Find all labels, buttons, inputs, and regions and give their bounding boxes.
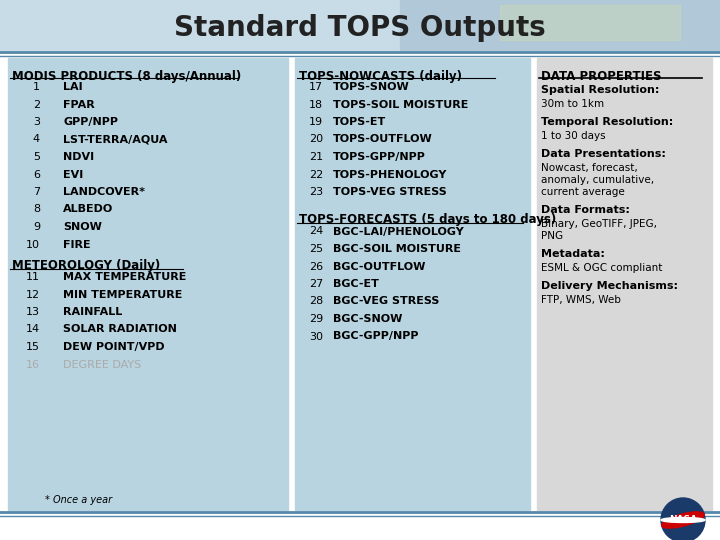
Text: BGC-LAI/PHENOLOGY: BGC-LAI/PHENOLOGY [333, 226, 464, 237]
Text: 20: 20 [309, 134, 323, 145]
Text: 2: 2 [33, 99, 40, 110]
Bar [500, 5, 680, 40]
Text: BGC-GPP/NPP: BGC-GPP/NPP [333, 332, 418, 341]
Text: 1: 1 [33, 82, 40, 92]
Bar [0, 0, 720, 50]
Text: MAX TEMPERATURE: MAX TEMPERATURE [63, 272, 186, 282]
Text: TOPS-PHENOLOGY: TOPS-PHENOLOGY [333, 170, 447, 179]
Text: 12: 12 [26, 289, 40, 300]
Text: 27: 27 [309, 279, 323, 289]
Text: 21: 21 [309, 152, 323, 162]
Text: BGC-SOIL MOISTURE: BGC-SOIL MOISTURE [333, 244, 461, 254]
Text: Metadata:: Metadata: [541, 249, 605, 259]
Text: 23: 23 [309, 187, 323, 197]
Text: FPAR: FPAR [63, 99, 95, 110]
Text: ALBEDO: ALBEDO [63, 205, 113, 214]
Text: 15: 15 [26, 342, 40, 352]
Bar [295, 58, 530, 510]
Text: 13: 13 [26, 307, 40, 317]
Text: current average: current average [541, 187, 625, 197]
Text: Nowcast, forecast,: Nowcast, forecast, [541, 163, 638, 173]
Text: 25: 25 [309, 244, 323, 254]
Ellipse shape [662, 512, 704, 528]
Text: BGC-ET: BGC-ET [333, 279, 379, 289]
Text: TOPS-OUTFLOW: TOPS-OUTFLOW [333, 134, 433, 145]
Text: 14: 14 [26, 325, 40, 334]
Text: Temporal Resolution:: Temporal Resolution: [541, 117, 673, 127]
Text: 6: 6 [33, 170, 40, 179]
Text: TOPS-FORECASTS (5 days to 180 days): TOPS-FORECASTS (5 days to 180 days) [299, 213, 557, 226]
Text: 18: 18 [309, 99, 323, 110]
Text: 17: 17 [309, 82, 323, 92]
Text: FIRE: FIRE [63, 240, 91, 249]
Text: 24: 24 [309, 226, 323, 237]
Ellipse shape [661, 517, 705, 523]
Text: Data Formats:: Data Formats: [541, 205, 630, 215]
Text: LANDCOVER*: LANDCOVER* [63, 187, 145, 197]
Text: DATA PROPERTIES: DATA PROPERTIES [541, 70, 662, 83]
Text: 16: 16 [26, 360, 40, 369]
Text: TOPS-ET: TOPS-ET [333, 117, 386, 127]
Text: NDVI: NDVI [63, 152, 94, 162]
Text: TOPS-VEG STRESS: TOPS-VEG STRESS [333, 187, 446, 197]
Text: BGC-OUTFLOW: BGC-OUTFLOW [333, 261, 426, 272]
Text: PNG: PNG [541, 231, 563, 241]
Text: 26: 26 [309, 261, 323, 272]
Text: SNOW: SNOW [63, 222, 102, 232]
Text: 9: 9 [33, 222, 40, 232]
Text: 7: 7 [33, 187, 40, 197]
Text: BGC-VEG STRESS: BGC-VEG STRESS [333, 296, 439, 307]
Text: Binary, GeoTIFF, JPEG,: Binary, GeoTIFF, JPEG, [541, 219, 657, 229]
Text: Standard TOPS Outputs: Standard TOPS Outputs [174, 14, 546, 42]
Text: 1 to 30 days: 1 to 30 days [541, 131, 606, 141]
Text: SOLAR RADIATION: SOLAR RADIATION [63, 325, 177, 334]
Text: RAINFALL: RAINFALL [63, 307, 122, 317]
Text: 29: 29 [309, 314, 323, 324]
Text: LST-TERRA/AQUA: LST-TERRA/AQUA [63, 134, 168, 145]
Text: METEOROLOGY (Daily): METEOROLOGY (Daily) [12, 259, 161, 272]
Text: 30: 30 [309, 332, 323, 341]
Text: 28: 28 [309, 296, 323, 307]
Text: DEW POINT/VPD: DEW POINT/VPD [63, 342, 165, 352]
Text: 5: 5 [33, 152, 40, 162]
Text: TOPS-GPP/NPP: TOPS-GPP/NPP [333, 152, 426, 162]
Text: Spatial Resolution:: Spatial Resolution: [541, 85, 660, 95]
Text: GPP/NPP: GPP/NPP [63, 117, 118, 127]
Text: ESML & OGC compliant: ESML & OGC compliant [541, 263, 662, 273]
Text: FTP, WMS, Web: FTP, WMS, Web [541, 295, 621, 305]
Text: LAI: LAI [63, 82, 83, 92]
Text: MODIS PRODUCTS (8 days/Annual): MODIS PRODUCTS (8 days/Annual) [12, 70, 241, 83]
Text: 3: 3 [33, 117, 40, 127]
Text: 19: 19 [309, 117, 323, 127]
Text: Delivery Mechanisms:: Delivery Mechanisms: [541, 281, 678, 291]
Text: NASA: NASA [669, 516, 697, 524]
Text: 11: 11 [26, 272, 40, 282]
Text: 22: 22 [309, 170, 323, 179]
Circle shape [661, 498, 705, 540]
Text: 10: 10 [26, 240, 40, 249]
Text: MIN TEMPERATURE: MIN TEMPERATURE [63, 289, 182, 300]
Text: * Once a year: * Once a year [45, 495, 112, 505]
Text: TOPS-NOWCASTS (daily): TOPS-NOWCASTS (daily) [299, 70, 462, 83]
Bar [537, 58, 712, 510]
Bar [400, 0, 720, 50]
Text: TOPS-SOIL MOISTURE: TOPS-SOIL MOISTURE [333, 99, 469, 110]
Text: anomaly, cumulative,: anomaly, cumulative, [541, 175, 654, 185]
Text: DEGREE DAYS: DEGREE DAYS [63, 360, 141, 369]
Text: Data Presentations:: Data Presentations: [541, 149, 666, 159]
Text: 30m to 1km: 30m to 1km [541, 99, 604, 109]
Text: BGC-SNOW: BGC-SNOW [333, 314, 402, 324]
Text: EVI: EVI [63, 170, 84, 179]
Text: TOPS-SNOW: TOPS-SNOW [333, 82, 410, 92]
Text: 8: 8 [33, 205, 40, 214]
Bar [8, 58, 288, 510]
Text: 4: 4 [33, 134, 40, 145]
